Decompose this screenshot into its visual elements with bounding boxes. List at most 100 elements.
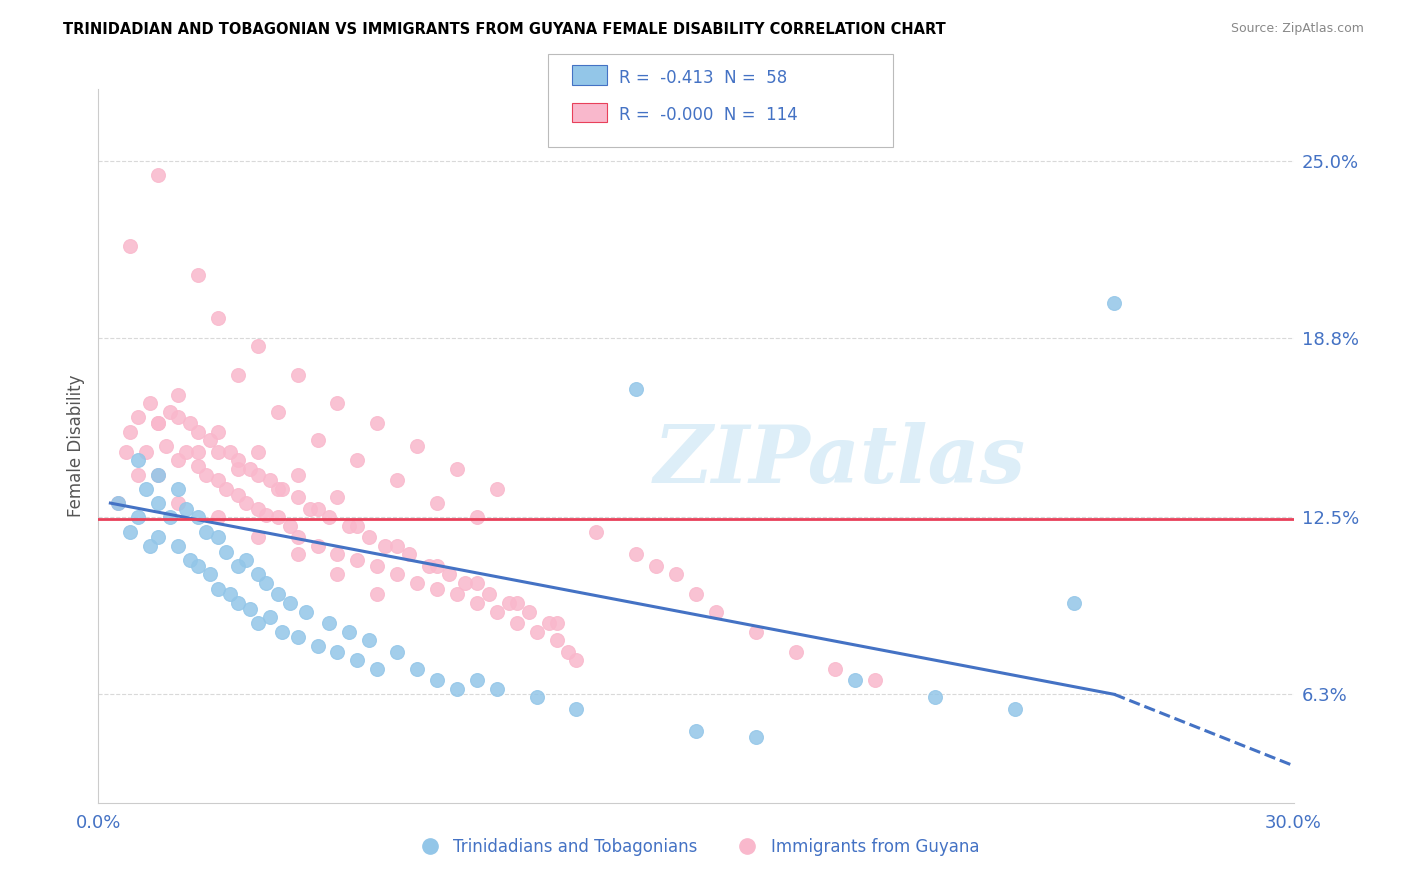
Text: Source: ZipAtlas.com: Source: ZipAtlas.com xyxy=(1230,22,1364,36)
Point xyxy=(506,615,529,630)
Point xyxy=(446,587,468,601)
Point xyxy=(215,482,238,496)
Point xyxy=(685,587,707,601)
Point xyxy=(339,519,361,533)
Point xyxy=(426,582,449,596)
Point xyxy=(120,239,142,253)
Point xyxy=(179,553,201,567)
Point xyxy=(485,681,508,696)
Point xyxy=(318,510,340,524)
Point xyxy=(239,462,262,476)
Point xyxy=(287,491,309,505)
Point xyxy=(267,510,290,524)
Point xyxy=(267,482,290,496)
Point xyxy=(207,425,229,439)
Point xyxy=(385,644,409,658)
Legend: Trinidadians and Tobagonians, Immigrants from Guyana: Trinidadians and Tobagonians, Immigrants… xyxy=(406,831,986,863)
Point xyxy=(148,467,170,482)
Point xyxy=(366,558,388,573)
Point xyxy=(207,473,229,487)
Point xyxy=(626,548,648,562)
Point xyxy=(437,567,460,582)
Point xyxy=(318,615,340,630)
Point xyxy=(924,690,946,705)
Point xyxy=(546,615,568,630)
Point xyxy=(485,605,508,619)
Text: ZIPatlas: ZIPatlas xyxy=(654,422,1025,499)
Point xyxy=(219,587,242,601)
Point xyxy=(406,439,429,453)
Point xyxy=(167,387,190,401)
Point xyxy=(287,530,309,544)
Point xyxy=(267,587,290,601)
Point xyxy=(226,487,249,501)
Point xyxy=(287,630,309,644)
Point xyxy=(246,530,269,544)
Point xyxy=(246,501,269,516)
Point xyxy=(745,624,768,639)
Point xyxy=(385,539,409,553)
Point xyxy=(270,624,292,639)
Point xyxy=(298,501,321,516)
Point xyxy=(326,644,349,658)
Point xyxy=(127,510,149,524)
Point xyxy=(167,482,190,496)
Point xyxy=(366,416,388,430)
Point xyxy=(139,396,162,410)
Point xyxy=(844,673,866,687)
Point xyxy=(115,444,138,458)
Point xyxy=(685,724,707,739)
Point xyxy=(235,496,257,510)
Point xyxy=(207,530,229,544)
Point xyxy=(159,510,181,524)
Point xyxy=(215,544,238,558)
Point xyxy=(446,681,468,696)
Point xyxy=(107,496,129,510)
Point xyxy=(398,548,420,562)
Text: R =  -0.413  N =  58: R = -0.413 N = 58 xyxy=(619,69,787,87)
Point xyxy=(426,558,449,573)
Point xyxy=(346,519,368,533)
Point xyxy=(485,482,508,496)
Point xyxy=(246,467,269,482)
Point xyxy=(135,482,157,496)
Point xyxy=(645,558,668,573)
Point xyxy=(465,576,488,591)
Point xyxy=(745,730,768,744)
Point xyxy=(187,425,209,439)
Point xyxy=(465,673,488,687)
Point xyxy=(278,596,301,610)
Point xyxy=(187,558,209,573)
Point xyxy=(307,501,329,516)
Point xyxy=(346,653,368,667)
Point xyxy=(585,524,607,539)
Point xyxy=(198,434,221,448)
Point xyxy=(865,673,887,687)
Point xyxy=(198,567,221,582)
Point xyxy=(127,410,149,425)
Point xyxy=(155,439,177,453)
Point xyxy=(167,410,190,425)
Point xyxy=(207,310,229,325)
Point xyxy=(626,382,648,396)
Point xyxy=(385,567,409,582)
Point xyxy=(557,644,579,658)
Point xyxy=(287,467,309,482)
Point xyxy=(195,467,218,482)
Point xyxy=(226,596,249,610)
Point xyxy=(418,558,440,573)
Point xyxy=(148,467,170,482)
Point xyxy=(259,610,281,624)
Point xyxy=(187,510,209,524)
Point xyxy=(254,508,277,522)
Point xyxy=(426,496,449,510)
Point xyxy=(406,576,429,591)
Point xyxy=(326,396,349,410)
Point xyxy=(246,339,269,353)
Point xyxy=(226,368,249,382)
Point xyxy=(270,482,292,496)
Point xyxy=(226,558,249,573)
Point xyxy=(326,548,349,562)
Point xyxy=(187,458,209,473)
Point xyxy=(278,519,301,533)
